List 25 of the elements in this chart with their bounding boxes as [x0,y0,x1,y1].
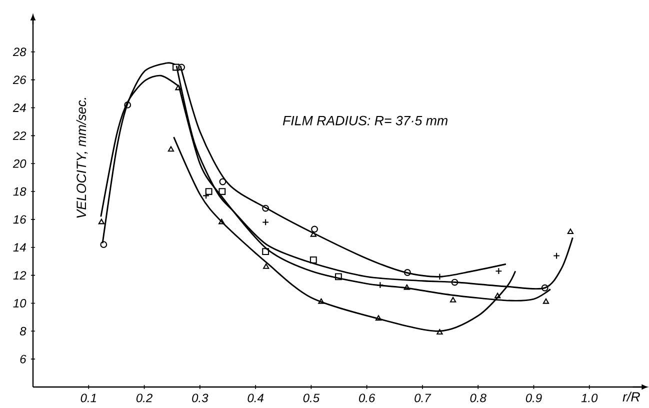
y-tick-label: 20 [12,159,26,168]
y-tick-label: 28 [12,48,26,56]
x-tick-label: 0.2 [136,394,152,402]
y-tick-label: 12 [13,271,26,280]
x-tick-label: 1.0 [581,394,598,402]
x-tick-label: 0.3 [192,394,208,402]
y-axis-title: VELOCITY, mm/sec. [76,98,88,218]
x-tick-label: 0.9 [526,394,542,402]
x-axis-title: r/R [622,392,640,402]
y-tick-label: 22 [12,131,26,140]
annotation: FILM RADIUS: R= 37·5 mm [282,116,448,126]
x-tick-label: 0.4 [248,394,264,402]
y-tick-label: 10 [13,298,26,308]
y-tick-label: 8 [20,326,26,336]
y-tick-label: 6 [20,354,26,364]
x-tick-label: 0.8 [470,394,486,402]
y-tick-label: 14 [13,243,26,252]
x-tick-label: 0.7 [414,394,432,402]
y-tick-label: 18 [13,187,26,196]
x-tick-label: 0.6 [359,394,376,402]
x-tick-label: 0.5 [303,394,320,402]
y-tick-label: 16 [13,215,26,224]
x-tick-label: 0.1 [80,394,96,402]
y-tick-label: 24 [12,104,26,112]
y-tick-label: 26 [12,76,26,84]
